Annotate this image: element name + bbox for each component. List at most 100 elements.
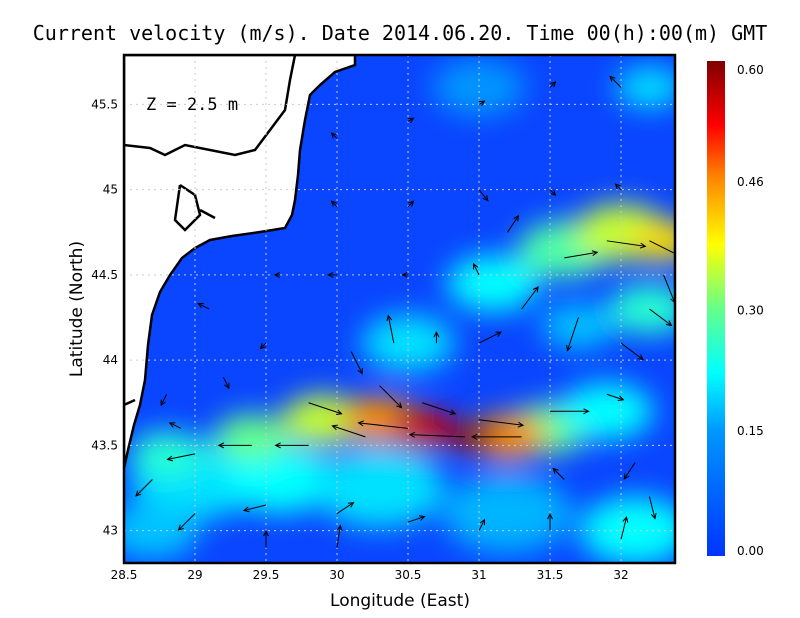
x-tick-label: 28.5 (111, 568, 138, 582)
colorbar-tick-label: 0.00 (737, 544, 764, 558)
velocity-arrow (473, 262, 480, 276)
speed-patch (432, 58, 526, 116)
velocity-arrow (648, 496, 657, 520)
x-tick-label: 29 (187, 568, 202, 582)
y-axis-ticks: 43 43.5 44 44.5 45 45.5 (91, 97, 118, 537)
speed-patch (214, 414, 289, 460)
speed-patch (129, 431, 204, 477)
coastline-detail (124, 55, 297, 407)
speed-patch (224, 445, 336, 514)
y-axis-label: Latitude (North) (67, 241, 87, 377)
colorbar-tick-label: 0.60 (737, 63, 764, 77)
grid-lines (124, 55, 675, 563)
velocity-arrow (521, 286, 539, 310)
velocity-arrow (609, 75, 622, 88)
velocity-arrow (547, 512, 553, 531)
velocity-arrow (259, 342, 267, 350)
velocity-arrow (614, 183, 622, 191)
velocity-arrow (507, 214, 520, 233)
velocity-arrow (357, 420, 409, 429)
colorbar-ticks: 0.00 0.15 0.30 0.46 0.60 (737, 63, 764, 558)
velocity-arrow (263, 530, 269, 548)
velocity-arrow (649, 308, 673, 327)
velocity-arrow (160, 394, 168, 407)
velocity-arrow (386, 314, 395, 344)
y-tick-label: 45 (103, 183, 118, 197)
colorbar-tick-label: 0.30 (737, 304, 764, 318)
x-tick-label: 32 (613, 568, 628, 582)
speed-patch (447, 255, 540, 312)
velocity-arrow (549, 81, 557, 88)
y-tick-label: 44.5 (91, 268, 118, 282)
velocity-arrow (550, 408, 590, 415)
velocity-arrow (222, 376, 230, 390)
velocity-arrow (242, 504, 267, 513)
speed-patch (541, 303, 616, 349)
speed-patch (560, 382, 653, 440)
colorbar (707, 61, 725, 556)
velocity-arrow (336, 501, 355, 514)
velocity-arrow (549, 189, 557, 196)
velocity-arrow (407, 200, 415, 208)
velocity-arrow (168, 422, 182, 429)
velocity-arrow (552, 467, 565, 480)
y-tick-label: 44 (103, 353, 118, 367)
x-tick-label: 30 (329, 568, 344, 582)
velocity-arrow (620, 342, 644, 361)
x-axis-ticks: 28.5 29 29.5 30 30.5 31 31.5 32 (111, 568, 629, 582)
depth-annotation: Z = 2.5 m (146, 95, 238, 115)
velocity-arrow (350, 351, 363, 375)
land (124, 55, 357, 469)
velocity-arrow (564, 250, 599, 259)
velocity-arrow (331, 424, 366, 438)
velocity-arrow (422, 402, 457, 416)
velocity-arrow (330, 200, 338, 208)
velocity-arrow (308, 402, 343, 416)
speed-patch (315, 448, 445, 528)
x-tick-label: 31 (471, 568, 486, 582)
velocity-arrow (197, 303, 210, 310)
velocity-arrow (336, 524, 343, 548)
velocity-arrow (217, 442, 252, 449)
speed-patch (608, 284, 675, 334)
y-tick-label: 43.5 (91, 438, 118, 452)
speed-patch (616, 66, 675, 108)
velocity-arrow (606, 393, 625, 402)
velocity-arrow (407, 117, 415, 124)
velocity-arrow (433, 330, 440, 344)
velocity-arrow (408, 431, 465, 438)
velocity-arrow (327, 271, 338, 278)
velocity-arrow (274, 442, 309, 449)
velocity-arrow (471, 433, 522, 440)
velocity-arrow (135, 479, 153, 497)
velocity-arrow (401, 271, 409, 278)
velocity-arrow (166, 453, 196, 462)
velocity-arrow (177, 513, 196, 531)
plot-area: Z = 2.5 m (124, 55, 675, 563)
velocity-arrow (620, 516, 629, 540)
speed-patch (282, 394, 364, 445)
velocity-arrow (407, 515, 426, 523)
velocity-arrow (606, 240, 647, 249)
x-axis-label: Longitude (East) (330, 591, 470, 611)
speed-field (124, 58, 675, 563)
velocity-arrow (478, 518, 486, 531)
velocity-arrow (273, 271, 281, 278)
velocity-arrow (379, 385, 403, 409)
velocity-arrow (623, 462, 636, 480)
x-tick-label: 30.5 (395, 568, 422, 582)
speed-patch (390, 409, 454, 448)
velocity-arrows (135, 75, 675, 548)
velocity-arrow (478, 189, 489, 202)
chart-title: Current velocity (m/s). Date 2014.06.20.… (33, 21, 768, 45)
velocity-arrow (649, 240, 675, 255)
velocity-arrow (478, 419, 525, 428)
velocity-arrow (478, 331, 503, 344)
speed-patch (630, 220, 675, 262)
velocity-arrow (566, 317, 579, 352)
velocity-arrow (330, 132, 338, 139)
y-tick-label: 45.5 (91, 97, 118, 111)
colorbar-tick-label: 0.46 (737, 175, 764, 189)
velocity-arrow (478, 100, 486, 107)
